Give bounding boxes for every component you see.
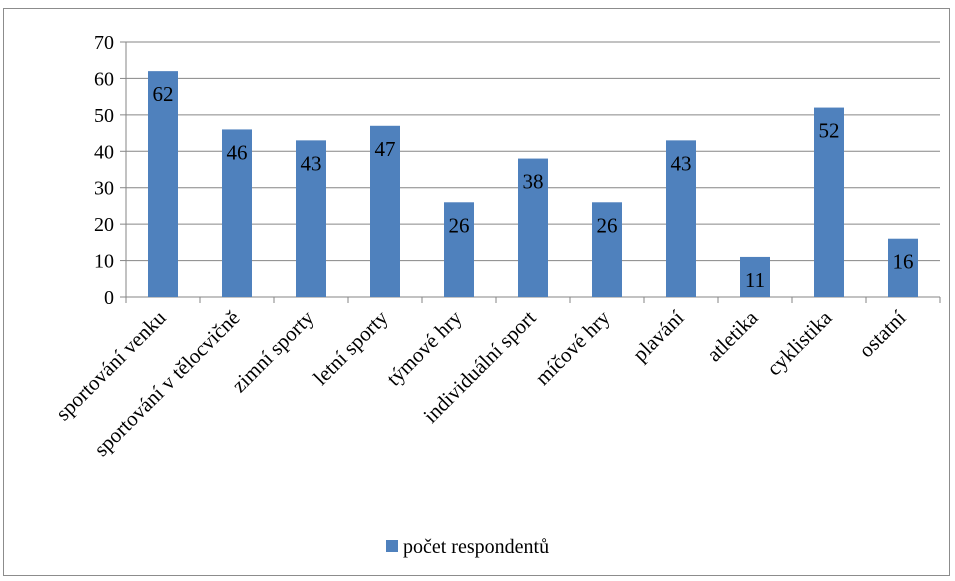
x-category-label: míčové hry (530, 305, 615, 390)
data-label: 11 (745, 268, 765, 292)
bar (296, 140, 326, 297)
bar (666, 140, 696, 297)
bar (222, 129, 252, 297)
gridlines (126, 41, 940, 262)
legend-label: počet respondentů (403, 536, 549, 558)
bar (148, 71, 178, 298)
bar (444, 202, 474, 297)
data-label: 52 (819, 119, 840, 143)
y-tick-label: 60 (94, 68, 114, 90)
data-label: 38 (523, 170, 544, 194)
y-tick-label: 30 (94, 178, 114, 200)
bar (740, 256, 770, 297)
y-tick-label: 70 (94, 32, 114, 54)
bar (814, 107, 844, 297)
x-category-label: ostatní (854, 305, 911, 362)
data-label: 62 (153, 82, 174, 106)
y-tick-label: 0 (104, 287, 114, 309)
data-label: 43 (671, 151, 692, 175)
bar (592, 202, 622, 297)
data-label: 16 (893, 250, 914, 274)
data-label: 47 (375, 137, 396, 161)
y-tick-label: 40 (94, 141, 114, 163)
y-tick-label: 10 (94, 251, 114, 273)
y-tick-labels: 0 10 20 30 40 50 60 70 (94, 32, 114, 309)
x-category-label: sportování v tělocvičně (89, 306, 245, 462)
x-category-label: letní sporty (308, 305, 393, 390)
x-category-label: cyklistika (762, 305, 837, 380)
data-label: 26 (449, 213, 470, 237)
bar (370, 125, 400, 298)
data-label: 46 (227, 140, 248, 164)
x-category-label: atletika (702, 305, 763, 366)
bars (148, 71, 918, 298)
legend: počet respondentů (386, 536, 549, 558)
legend-swatch (386, 540, 398, 552)
data-labels: 62 46 43 47 26 38 26 43 11 52 16 (153, 82, 914, 292)
data-label: 26 (597, 213, 618, 237)
x-category-label: plavání (628, 305, 689, 366)
bar (888, 238, 918, 297)
data-label: 43 (301, 151, 322, 175)
y-tick-label: 20 (94, 214, 114, 236)
y-tick-label: 50 (94, 105, 114, 127)
bar (518, 158, 548, 297)
